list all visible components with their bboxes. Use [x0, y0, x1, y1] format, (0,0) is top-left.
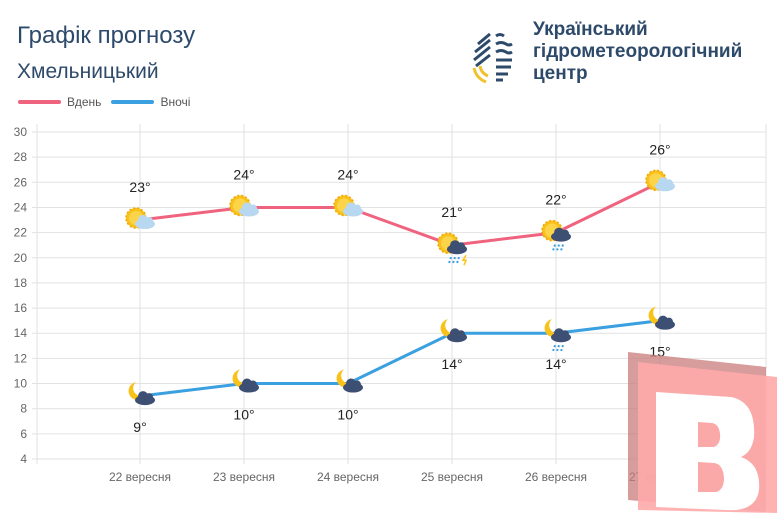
x-tick-label: 23 вересня [213, 470, 275, 484]
data-label: 14° [545, 356, 566, 372]
data-label: 24° [337, 166, 358, 182]
data-label: 23° [129, 179, 150, 195]
city-name: Хмельницький [17, 60, 159, 83]
y-tick-label: 14 [14, 326, 28, 340]
legend-label-night[interactable]: Вночі [160, 95, 191, 109]
cloud-puff [561, 330, 569, 339]
rain-drop [448, 256, 452, 264]
rain-drop [556, 344, 560, 352]
cloud-puff [145, 393, 153, 402]
ugmc-logo-icon [472, 32, 513, 84]
moon-icon [336, 369, 354, 388]
legend-swatch-night [111, 100, 155, 104]
y-tick-label: 6 [20, 427, 27, 441]
data-label: 9° [133, 419, 146, 435]
sun-cloud-icon [333, 194, 363, 217]
y-tick-label: 24 [14, 200, 28, 214]
legend: Вдень Вночі [18, 95, 190, 109]
logo-line: центр [533, 63, 588, 84]
data-label: 10° [233, 407, 254, 423]
moon-icon [440, 319, 458, 338]
data-label: 14° [441, 356, 462, 372]
logo-line: гідрометеорологічний [533, 41, 743, 62]
x-tick-label: 22 вересня [109, 470, 171, 484]
moon-icon [128, 382, 146, 400]
x-tick-label: 25 вересня [421, 470, 483, 484]
rain-drop [456, 256, 460, 264]
y-tick-label: 8 [20, 402, 27, 416]
sun-cloud-icon [125, 207, 155, 230]
cloud-puff [457, 330, 465, 339]
cloud-puff [665, 317, 673, 326]
y-tick-label: 18 [14, 276, 28, 290]
watermark-logo [628, 352, 777, 513]
y-tick-label: 28 [14, 150, 28, 164]
moon-cloud-icon [648, 306, 675, 330]
cloud-puff [457, 242, 465, 251]
data-label: 21° [441, 204, 462, 220]
cloud-puff [353, 380, 361, 389]
y-tick-label: 16 [14, 301, 28, 315]
data-label: 22° [545, 192, 566, 208]
cloud-puff [665, 179, 673, 188]
rain-drop [560, 344, 564, 352]
rain-drop [552, 244, 556, 251]
y-tick-label: 30 [14, 125, 28, 139]
logo-text: Український гідрометеорологічний центр [533, 19, 742, 85]
cloud-puff [249, 204, 257, 213]
series-line-night [139, 319, 661, 398]
sun-thunder-rain-icon [437, 232, 468, 266]
sun-cloud-icon [645, 169, 675, 192]
series-line-day [139, 180, 661, 247]
data-label: 10° [337, 407, 358, 423]
rain-drop [552, 344, 556, 352]
moon-icon [648, 306, 666, 325]
cloud-puff [145, 217, 153, 226]
moon-cloud-icon [440, 319, 467, 343]
sun-cloud-icon [229, 194, 259, 217]
rain-drop [560, 244, 564, 251]
y-tick-label: 20 [14, 251, 28, 265]
moon-icon [544, 319, 562, 338]
y-tick-label: 22 [14, 226, 28, 240]
moon-cloud-icon [336, 369, 363, 393]
moon-icon [232, 369, 250, 388]
cloud-puff [561, 229, 569, 238]
rain-drop [556, 244, 560, 251]
legend-swatch-day [18, 100, 61, 104]
page-title: Графік прогнозу [17, 22, 196, 49]
y-tick-label: 10 [14, 377, 28, 391]
rain-drop [452, 256, 456, 264]
x-tick-label: 26 вересня [525, 470, 587, 484]
cloud-puff [249, 380, 257, 389]
data-label: 26° [649, 141, 670, 157]
legend-label-day[interactable]: Вдень [67, 95, 102, 109]
x-tick-label: 24 вересня [317, 470, 379, 484]
moon-cloud-icon [232, 369, 259, 393]
moon-cloud-rain-icon [544, 319, 571, 352]
cloud-puff [353, 204, 361, 213]
lightning [461, 254, 468, 266]
moon-cloud-icon [128, 382, 155, 406]
logo-line: Український [533, 19, 648, 40]
sun-cloud-rain-icon [541, 219, 571, 251]
y-tick-label: 4 [20, 452, 27, 466]
y-tick-label: 12 [14, 351, 28, 365]
data-label: 24° [233, 166, 254, 182]
y-tick-label: 26 [14, 175, 28, 189]
